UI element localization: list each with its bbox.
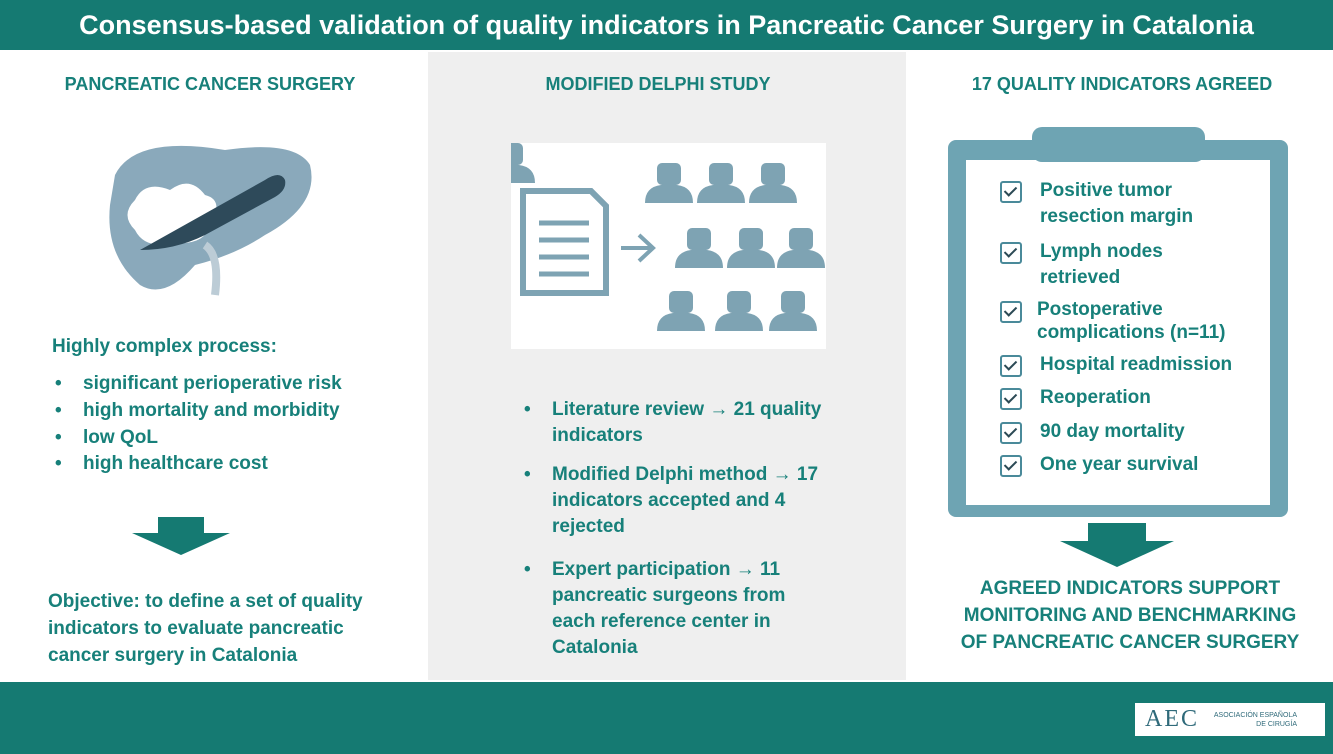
bullet: • Modified Delphi method → 17 indicators … bbox=[524, 464, 819, 537]
column-heading: 17 QUALITY INDICATORS AGREED bbox=[971, 74, 1273, 94]
checklist-item: Reoperation bbox=[1000, 385, 1151, 411]
checklist-item: Lymph nodes retrieved bbox=[1000, 239, 1240, 291]
down-arrow bbox=[1060, 523, 1174, 567]
bullet: • high healthcare cost bbox=[55, 453, 268, 474]
bullet-text: high healthcare cost bbox=[83, 453, 268, 474]
item-text: Positive tumor resection margin bbox=[1040, 180, 1194, 227]
logo-mark: AEC bbox=[1145, 706, 1199, 732]
item-text: Postoperative complications (n=11) bbox=[1037, 299, 1226, 343]
title: Consensus-based validation of quality in… bbox=[79, 10, 1254, 40]
bullet-text: Literature review → 21 quality indicator… bbox=[552, 399, 822, 446]
column-heading: MODIFIED DELPHI STUDY bbox=[545, 74, 771, 94]
bullet-text: Expert participation → 11 pancreatic sur… bbox=[552, 559, 786, 658]
down-arrow bbox=[132, 517, 230, 555]
bullet: • high mortality and morbidity bbox=[55, 400, 340, 421]
conclusion: AGREED INDICATORS SUPPORT MONITORING AND… bbox=[960, 578, 1300, 653]
item-text: One year survival bbox=[1040, 454, 1199, 475]
item-text: 90 day mortality bbox=[1040, 421, 1185, 442]
logo-text: ASOCIACIÓN ESPAÑOLA DE CIRUGÍA bbox=[1213, 711, 1297, 728]
bullet-text: high mortality and morbidity bbox=[83, 400, 340, 421]
bullet-text: significant perioperative risk bbox=[83, 373, 342, 394]
checklist-item: Positive tumor resection margin bbox=[1000, 178, 1250, 230]
footer-bar bbox=[0, 682, 1333, 754]
bullet: • low QoL bbox=[55, 427, 158, 448]
bullet: • Literature review → 21 quality indicato… bbox=[524, 399, 822, 446]
checklist-item: Postoperative complications (n=11) bbox=[1000, 298, 1257, 344]
column-heading: PANCREATIC CANCER SURGERY bbox=[64, 74, 356, 94]
delphi-illustration bbox=[511, 143, 826, 349]
objective: Objective: to define a set of quality in… bbox=[48, 591, 363, 666]
header-bar: Consensus-based validation of quality in… bbox=[0, 0, 1333, 50]
item-text: Hospital readmission bbox=[1040, 354, 1233, 375]
logo: AEC ASOCIACIÓN ESPAÑOLA DE CIRUGÍA bbox=[1135, 703, 1325, 736]
bullet: • significant perioperative risk bbox=[55, 373, 342, 394]
checklist-item: 90 day mortality bbox=[1000, 419, 1185, 445]
intro: Highly complex process: bbox=[52, 336, 277, 357]
checklist-item: One year survival bbox=[1000, 452, 1199, 478]
item-text: Reoperation bbox=[1040, 387, 1151, 408]
bullet-text: low QoL bbox=[83, 427, 158, 448]
clipboard bbox=[948, 127, 1288, 517]
checklist-item: Hospital readmission bbox=[1000, 352, 1233, 378]
bullet: • Expert participation → 11 pancreatic su… bbox=[524, 559, 786, 658]
item-text: Lymph nodes retrieved bbox=[1040, 241, 1163, 288]
pancreas-illustration bbox=[109, 145, 312, 296]
bullet-text: Modified Delphi method → 17 indicators a… bbox=[552, 464, 819, 537]
